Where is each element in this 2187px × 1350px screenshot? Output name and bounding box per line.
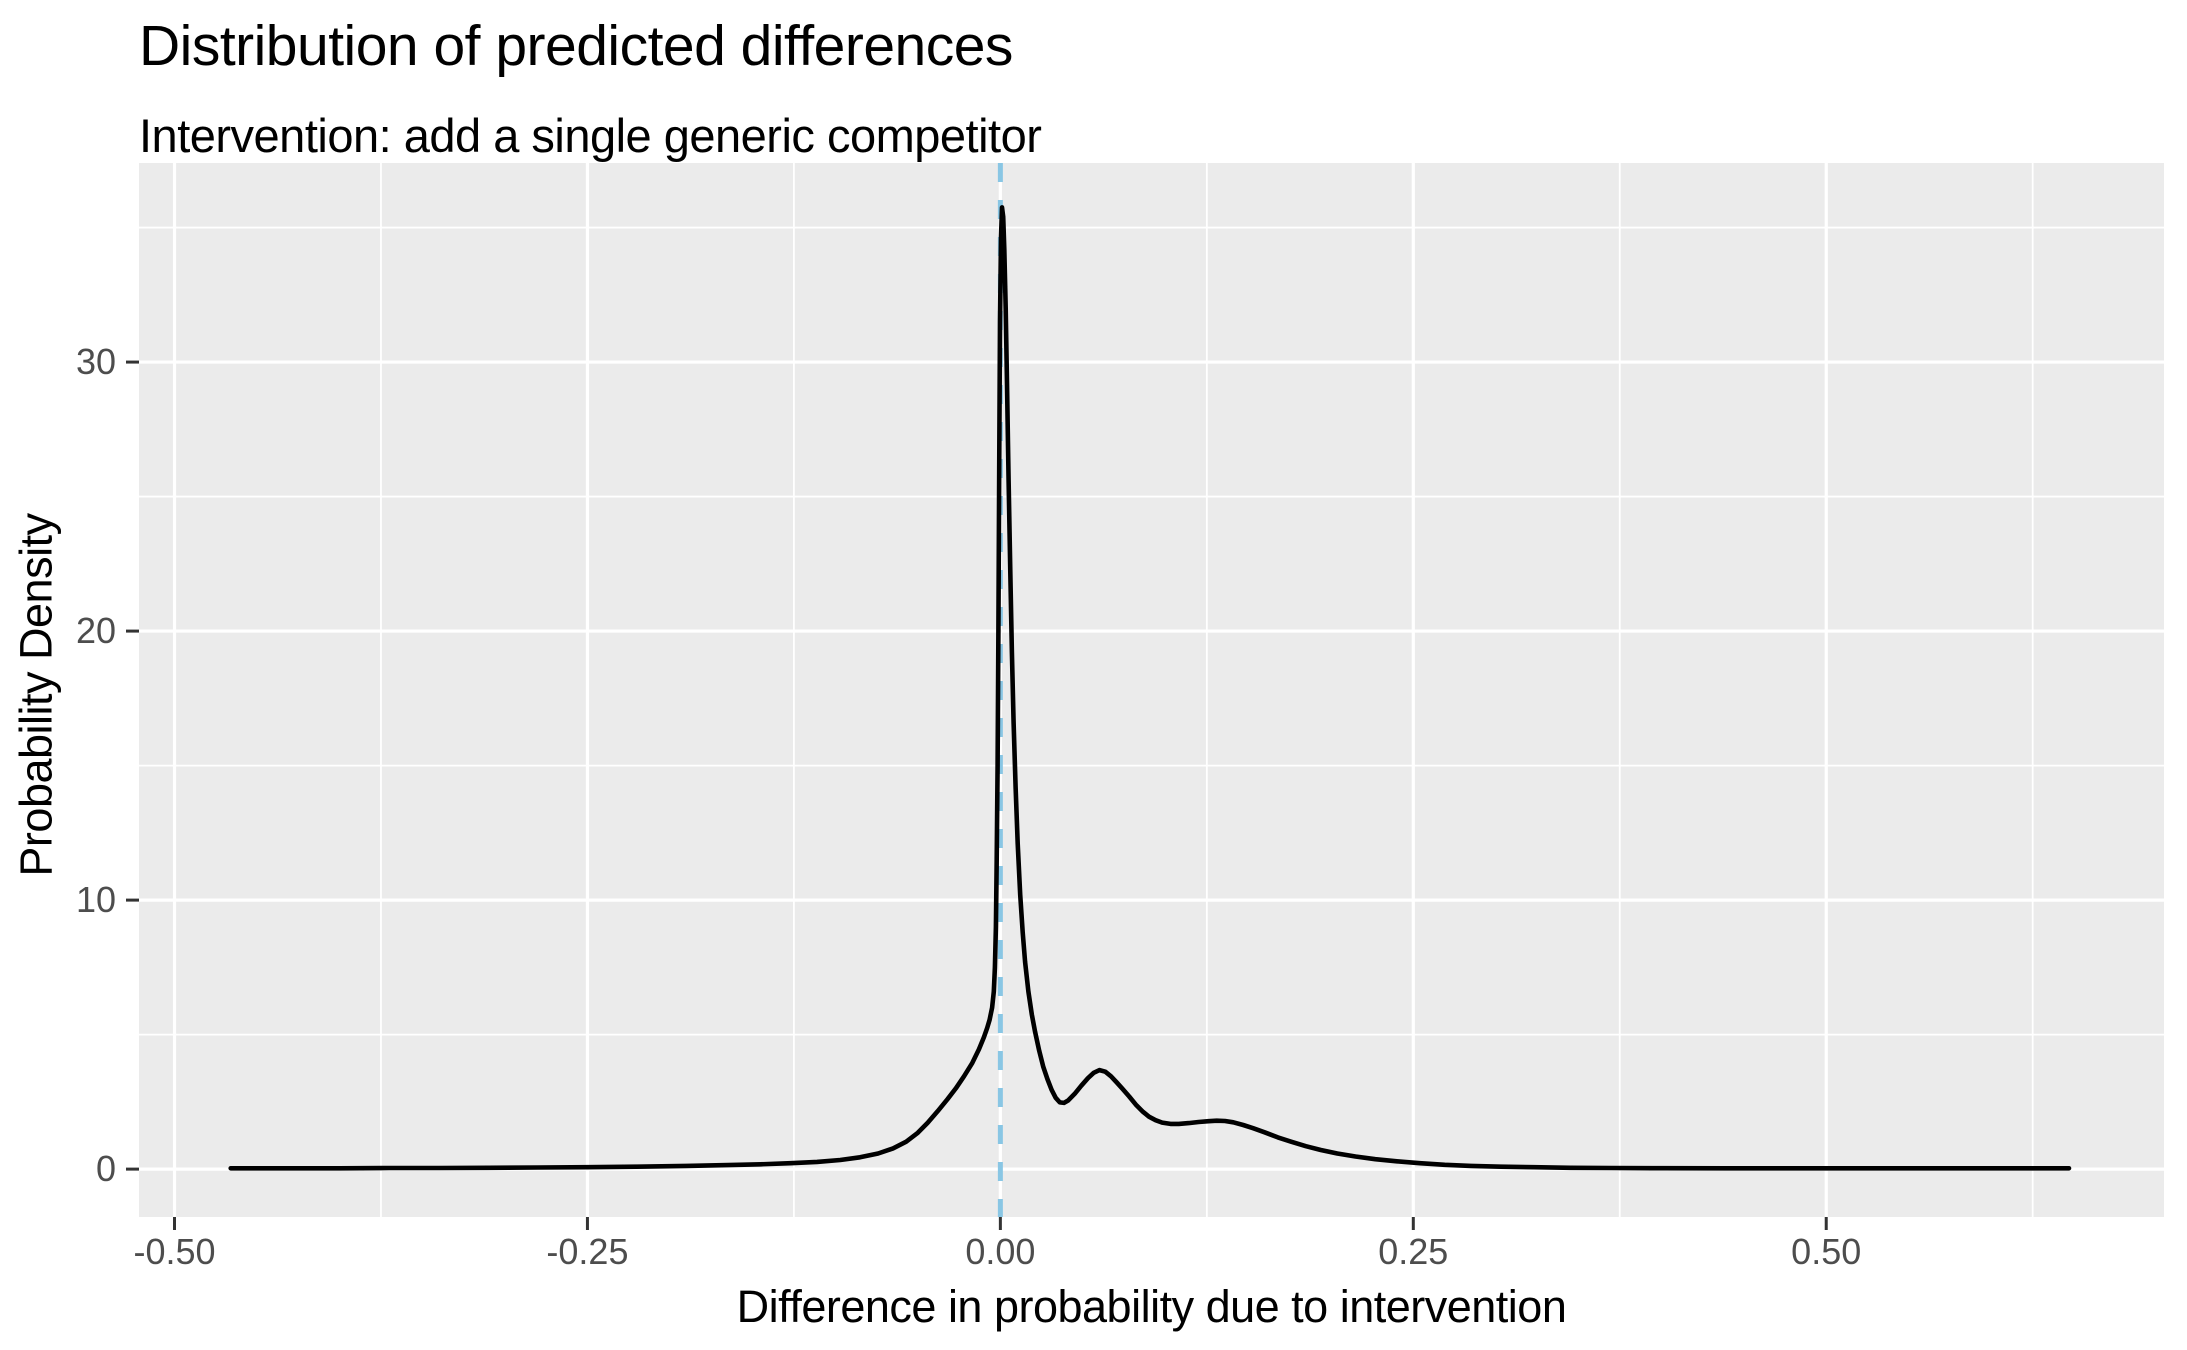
- y-axis-title: Probability Density: [10, 513, 62, 877]
- y-tick-label: 20: [75, 610, 116, 652]
- x-axis-title: Difference in probability due to interve…: [736, 1281, 1567, 1332]
- y-tick-label: 0: [95, 1148, 116, 1190]
- x-tick-label: -0.25: [546, 1231, 629, 1272]
- density-curve: [228, 205, 2072, 1171]
- x-tick-label: -0.50: [133, 1231, 216, 1272]
- y-tick-label: 10: [75, 879, 116, 921]
- x-tick-label: 0.25: [1378, 1231, 1449, 1272]
- y-tick-label: 30: [75, 341, 116, 383]
- x-tick-label: 0.00: [965, 1231, 1036, 1272]
- plot-title: Distribution of predicted differences: [139, 14, 1013, 78]
- plot-subtitle: Intervention: add a single generic compe…: [139, 109, 1042, 162]
- panel-background: [139, 163, 2164, 1217]
- x-tick-label: 0.50: [1791, 1231, 1862, 1272]
